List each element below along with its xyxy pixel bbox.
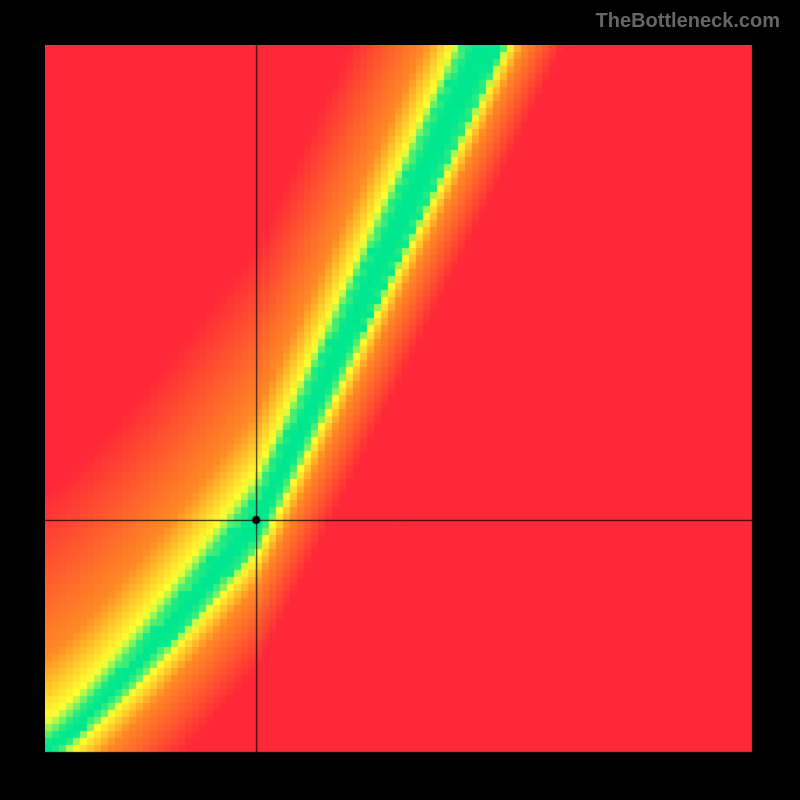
- heatmap-canvas: [45, 45, 756, 756]
- heatmap-plot: [45, 45, 756, 756]
- watermark-text: TheBottleneck.com: [596, 10, 780, 33]
